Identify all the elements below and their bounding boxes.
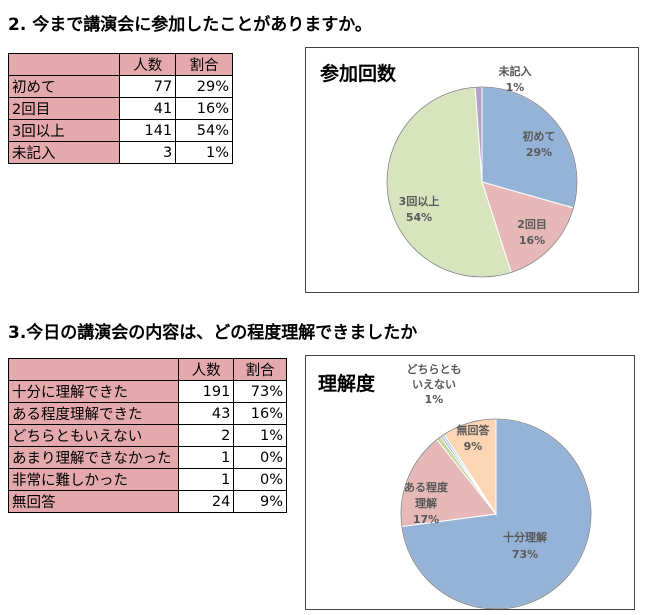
row-label: 2回目 (7, 97, 121, 120)
row-label: 十分に理解できた (8, 380, 179, 403)
row-pct: 9% (233, 490, 287, 513)
slice-label: 1% (425, 393, 444, 406)
understanding-table: 人数 割合 十分に理解できた 191 73% ある程度理解できた 43 16% … (8, 358, 287, 513)
participation-pie: 初めて 29% 2回目 16% 3回以上 54% 未記入 1% (386, 64, 578, 278)
section2-heading: 3.今日の講演会の内容は、どの程度理解できましたか (8, 323, 418, 343)
table-header-label (8, 358, 179, 381)
table-header-count: 人数 (119, 53, 177, 76)
row-count: 2 (177, 424, 235, 447)
row-pct: 0% (233, 468, 287, 491)
table-row: 無回答 24 9% (8, 490, 287, 513)
row-label: 無回答 (8, 490, 179, 513)
participation-table: 人数 割合 初めて 77 29% 2回目 41 16% 3回以上 141 54%… (7, 53, 233, 164)
slice-label: 理解 (415, 496, 437, 510)
slice-label: 73% (512, 548, 538, 561)
table-header-pct: 割合 (175, 53, 233, 76)
table-row: ある程度理解できた 43 16% (8, 402, 287, 425)
row-label: ある程度理解できた (8, 402, 179, 425)
slice-label: 初めて (523, 129, 556, 143)
row-label: 3回以上 (7, 119, 121, 142)
slice-label: いえない (412, 378, 456, 391)
table-header-label (7, 53, 121, 76)
row-label: どちらともいえない (8, 424, 179, 447)
chart-title: 参加回数 (320, 63, 397, 85)
slice-label: 9% (464, 440, 483, 453)
slice-label: 無回答 (457, 423, 491, 437)
row-label: 初めて (7, 75, 121, 98)
slice-label: 1% (506, 81, 525, 94)
section1-heading: 2. 今まで講演会に参加したことがありますか。 (8, 15, 372, 35)
table-row: 十分に理解できた 191 73% (8, 380, 287, 403)
slice-label: 未記入 (498, 64, 532, 78)
row-label: 非常に難しかった (8, 468, 179, 491)
row-count: 141 (119, 119, 177, 142)
table-row: 2回目 41 16% (7, 97, 233, 120)
slice-label: 17% (413, 513, 439, 526)
row-count: 191 (177, 380, 235, 403)
pie-outline (386, 86, 578, 278)
table-header-row: 人数 割合 (8, 358, 287, 381)
slice-label: 十分理解 (503, 530, 547, 544)
participation-chart: 初めて 29% 2回目 16% 3回以上 54% 未記入 1% 参加回数 (305, 47, 639, 293)
row-pct: 1% (175, 141, 233, 164)
slice-label: 54% (406, 211, 432, 224)
row-pct: 0% (233, 446, 287, 469)
row-pct: 54% (175, 119, 233, 142)
row-label: 未記入 (7, 141, 121, 164)
slice-label: ある程度 (404, 480, 449, 494)
slice-label: 2回目 (517, 217, 547, 231)
slice-label: どちらとも (407, 363, 462, 376)
row-count: 1 (177, 446, 235, 469)
table-row: 非常に難しかった 1 0% (8, 468, 287, 491)
row-count: 41 (119, 97, 177, 120)
row-count: 3 (119, 141, 177, 164)
slice-label: 3回以上 (399, 194, 440, 208)
row-count: 24 (177, 490, 235, 513)
row-pct: 29% (175, 75, 233, 98)
row-label: あまり理解できなかった (8, 446, 179, 469)
row-count: 77 (119, 75, 177, 98)
table-row: あまり理解できなかった 1 0% (8, 446, 287, 469)
row-pct: 73% (233, 380, 287, 403)
row-count: 43 (177, 402, 235, 425)
pie-outline (400, 418, 592, 609)
row-count: 1 (177, 468, 235, 491)
table-row: 初めて 77 29% (7, 75, 233, 98)
table-row: どちらともいえない 2 1% (8, 424, 287, 447)
slice-label: 16% (519, 234, 545, 247)
table-header-count: 人数 (177, 358, 235, 381)
table-row: 3回以上 141 54% (7, 119, 233, 142)
table-header-pct: 割合 (233, 358, 287, 381)
table-header-row: 人数 割合 (7, 53, 233, 76)
row-pct: 16% (175, 97, 233, 120)
table-row: 未記入 3 1% (7, 141, 233, 164)
row-pct: 1% (233, 424, 287, 447)
understanding-chart: 十分理解 73% ある程度理解 17% どちらともいえない 1% 無回答 9% 理解度 (305, 355, 635, 610)
slice-label: 29% (526, 146, 552, 159)
row-pct: 16% (233, 402, 287, 425)
chart-title: 理解度 (318, 373, 376, 395)
understanding-pie: 十分理解 73% ある程度理解 17% どちらともいえない 1% 無回答 9% (400, 363, 592, 609)
